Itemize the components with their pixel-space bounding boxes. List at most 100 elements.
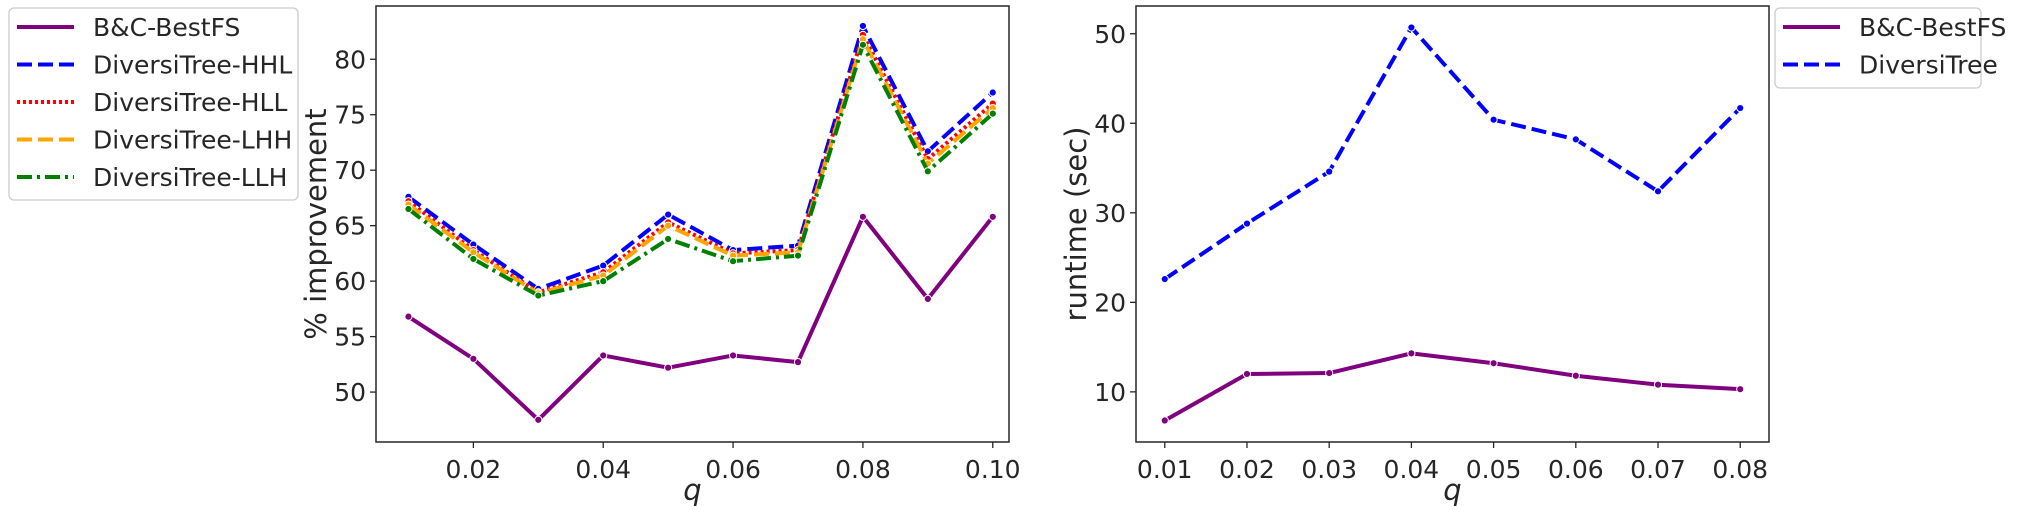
left-series-line-diversitree-hhl — [407, 23, 995, 291]
left-legend-items: B&C-BestFS DiversiTree-HHL DiversiTree-HLL… — [17, 13, 292, 192]
left-legend-label-diversitree-llh: DiversiTree-LLH — [93, 163, 287, 192]
right-series-line-diversitree — [1163, 25, 1742, 281]
right-data-point-b-c-bestfs — [1489, 359, 1498, 368]
left-y-tick-label: 75 — [334, 101, 366, 130]
right-y-tick-label: 20 — [1094, 288, 1126, 317]
left-data-point-b-c-bestfs — [793, 358, 803, 367]
right-data-point-diversitree — [1160, 274, 1169, 284]
left-y-tick-label: 80 — [334, 45, 366, 74]
right-data-point-b-c-bestfs — [1325, 368, 1334, 378]
right-data-point-b-c-bestfs — [1653, 380, 1663, 389]
left-data-point-diversitree-lhh — [664, 221, 673, 230]
left-legend: B&C-BestFS DiversiTree-HHL DiversiTree-HLL… — [8, 7, 299, 201]
right-legend-label-diversitree: DiversiTree — [1859, 51, 1998, 80]
left-data-point-diversitree-llh — [599, 277, 608, 286]
left-data-point-diversitree-llh — [404, 204, 413, 214]
right-data-point-diversitree — [1653, 187, 1663, 196]
right-series-line-b-c-bestfs — [1163, 351, 1741, 423]
left-y-tick-label: 65 — [334, 212, 366, 241]
left-x-tick-label: 0.06 — [705, 455, 761, 484]
left-y-axis-ticks: 50 55 60 65 70 75 80 — [334, 45, 376, 407]
right-data-point-diversitree — [1489, 115, 1498, 124]
left-y-tick-label: 60 — [334, 267, 366, 296]
right-data-point-b-c-bestfs — [1242, 369, 1252, 379]
left-series-group — [404, 21, 997, 424]
left-data-point-diversitree-llh — [534, 291, 543, 300]
left-data-point-b-c-bestfs — [599, 351, 608, 360]
left-data-point-diversitree-llh — [793, 251, 803, 260]
right-y-tick-label: 10 — [1094, 378, 1126, 407]
right-x-tick-label: 0.07 — [1630, 455, 1686, 484]
left-data-point-diversitree-hhl — [858, 21, 868, 31]
left-x-axis-title: q — [683, 473, 701, 507]
right-data-point-b-c-bestfs — [1571, 371, 1580, 380]
right-data-point-diversitree — [1407, 23, 1416, 32]
right-data-point-diversitree — [1242, 219, 1252, 228]
right-y-axis-title: runtime (sec) — [1059, 127, 1093, 322]
left-series-line-diversitree-llh — [407, 42, 995, 298]
left-data-point-diversitree-llh — [858, 40, 868, 49]
right-x-tick-label: 0.02 — [1219, 455, 1275, 484]
left-legend-label-b-c-bestfs: B&C-BestFS — [93, 13, 240, 42]
left-y-axis-title: % improvement — [299, 108, 333, 339]
right-data-point-diversitree — [1571, 135, 1580, 144]
left-data-point-diversitree-hhl — [988, 88, 997, 97]
left-legend-label-diversitree-hll: DiversiTree-HLL — [93, 88, 287, 117]
right-y-tick-label: 40 — [1094, 109, 1126, 138]
right-y-axis-ticks: 10 20 30 40 50 — [1094, 20, 1136, 407]
right-x-axis-ticks: 0.01 0.02 0.03 0.04 0.05 0.06 0.07 0.08 — [1137, 442, 1768, 484]
left-data-point-b-c-bestfs — [988, 212, 997, 221]
right-data-point-b-c-bestfs — [1736, 385, 1745, 394]
left-data-point-b-c-bestfs — [858, 212, 868, 221]
left-data-point-diversitree-llh — [469, 254, 478, 264]
left-series-line-diversitree-lhh — [407, 37, 995, 296]
left-x-axis-ticks: 0.02 0.04 0.06 0.08 0.10 — [446, 442, 1021, 484]
left-y-tick-label: 55 — [334, 323, 366, 352]
left-data-point-diversitree-llh — [923, 167, 932, 176]
left-x-tick-label: 0.02 — [446, 455, 502, 484]
right-x-tick-label: 0.01 — [1137, 455, 1193, 484]
right-data-point-diversitree — [1736, 103, 1745, 113]
left-data-point-b-c-bestfs — [664, 363, 673, 372]
right-x-tick-label: 0.05 — [1466, 455, 1522, 484]
left-x-tick-label: 0.08 — [835, 455, 891, 484]
left-legend-label-diversitree-lhh: DiversiTree-LHH — [93, 126, 292, 155]
left-data-point-diversitree-llh — [664, 234, 673, 244]
left-data-point-b-c-bestfs — [728, 351, 738, 360]
left-y-tick-label: 50 — [334, 378, 366, 407]
left-data-point-diversitree-llh — [988, 109, 997, 118]
left-data-point-diversitree-hhl — [599, 261, 608, 270]
left-data-point-b-c-bestfs — [404, 312, 413, 321]
right-x-tick-label: 0.03 — [1301, 455, 1357, 484]
left-legend-label-diversitree-hhl: DiversiTree-HHL — [93, 51, 292, 80]
left-series-line-b-c-bestfs — [407, 214, 995, 422]
right-legend-label-b-c-bestfs: B&C-BestFS — [1859, 13, 2006, 42]
right-x-tick-label: 0.04 — [1384, 455, 1440, 484]
left-plot-frame — [375, 5, 1010, 443]
left-y-tick-label: 70 — [334, 156, 366, 185]
left-x-tick-label: 0.04 — [575, 455, 631, 484]
right-legend-items: B&C-BestFS DiversiTree — [1783, 13, 2006, 80]
left-chart: 50 55 60 65 70 75 80 0.02 0.04 0.06 0.08 0.10 q % … — [8, 5, 1021, 507]
right-x-axis-title: q — [1443, 473, 1461, 507]
left-x-tick-label: 0.10 — [965, 455, 1021, 484]
right-series-group — [1160, 23, 1745, 425]
right-x-tick-label: 0.06 — [1548, 455, 1604, 484]
left-data-point-b-c-bestfs — [923, 294, 932, 303]
left-data-point-b-c-bestfs — [534, 415, 543, 424]
right-y-tick-label: 30 — [1094, 199, 1126, 228]
right-data-point-b-c-bestfs — [1407, 349, 1416, 358]
left-data-point-b-c-bestfs — [469, 354, 478, 363]
left-data-point-diversitree-llh — [728, 257, 738, 266]
right-legend: B&C-BestFS DiversiTree — [1774, 7, 2006, 89]
right-data-point-diversitree — [1325, 167, 1334, 176]
right-x-tick-label: 0.08 — [1712, 455, 1768, 484]
right-data-point-b-c-bestfs — [1160, 416, 1169, 425]
left-legend-box — [8, 7, 299, 201]
left-series-line-diversitree-hll — [407, 32, 995, 295]
right-y-tick-label: 50 — [1094, 20, 1126, 49]
right-plot-frame — [1135, 5, 1770, 443]
left-data-point-diversitree-hhl — [664, 210, 673, 219]
